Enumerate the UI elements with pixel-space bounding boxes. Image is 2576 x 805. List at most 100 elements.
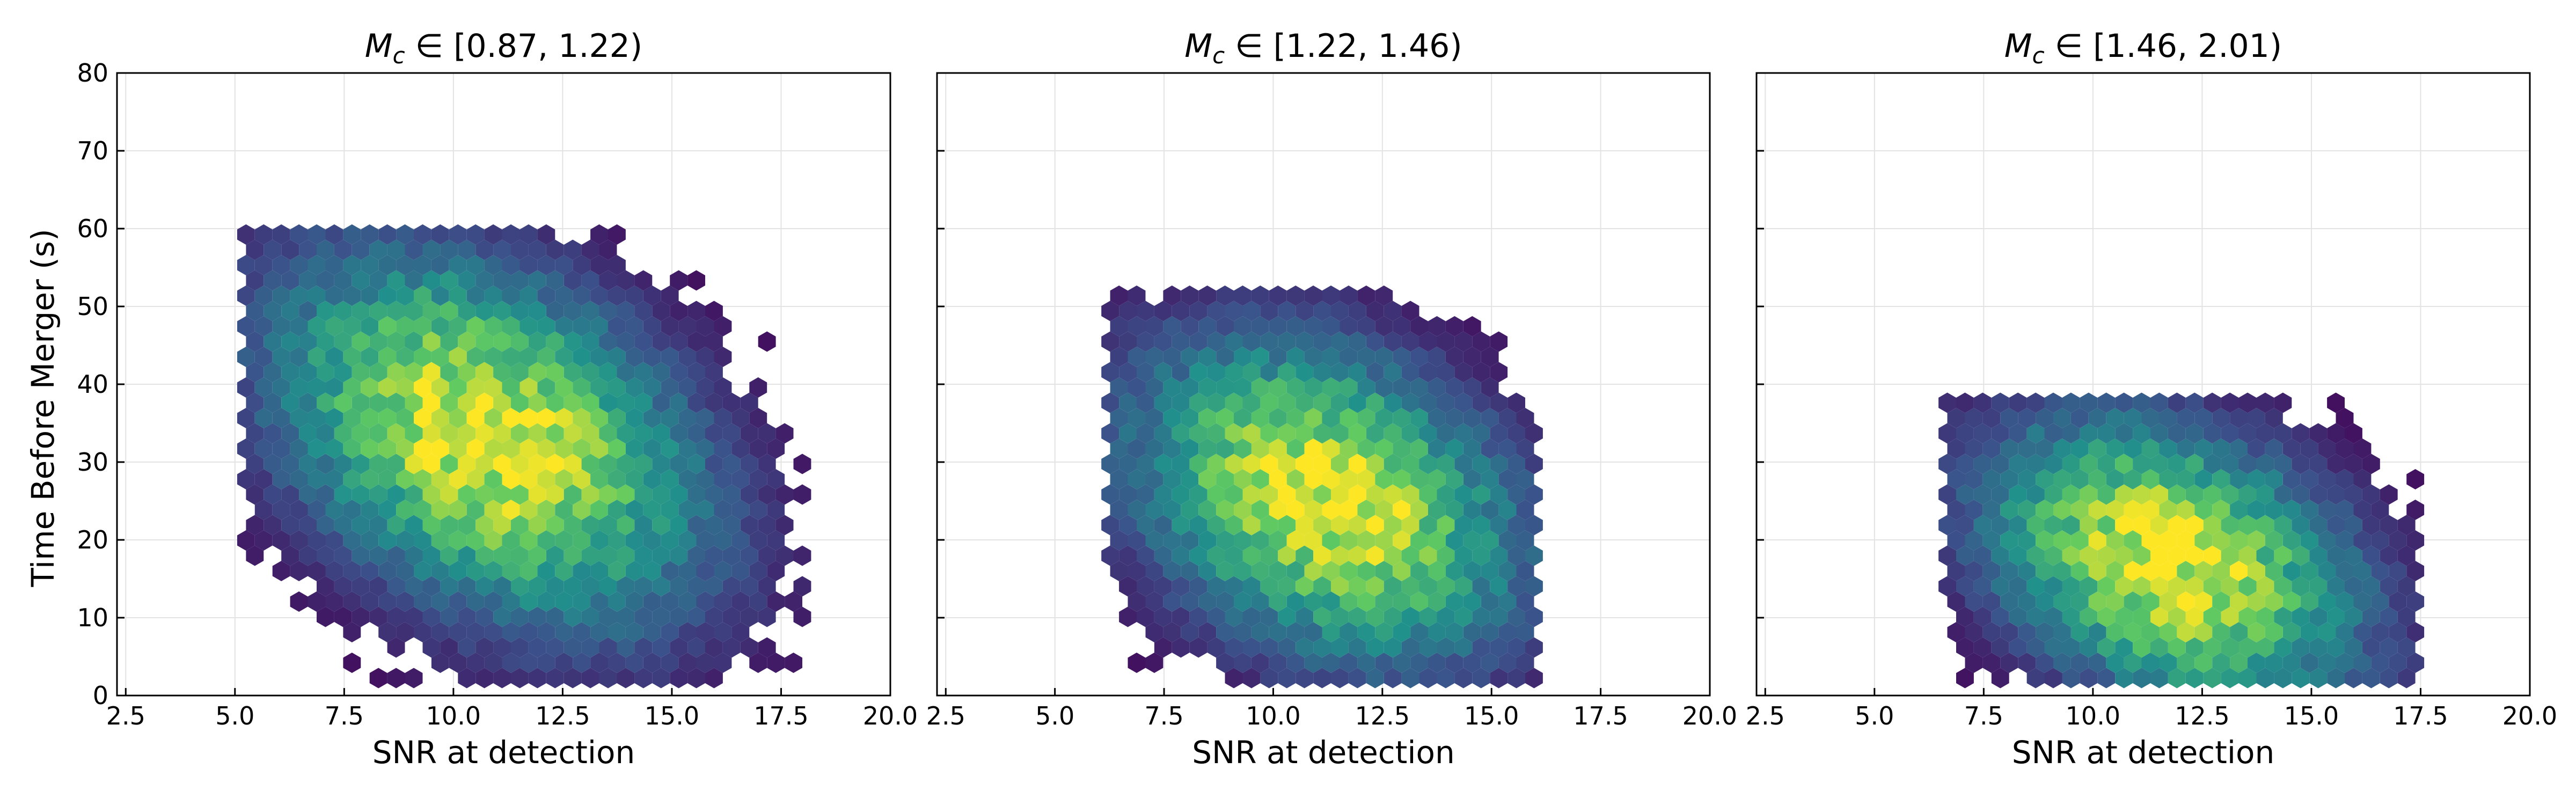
hexbin-cell bbox=[2009, 515, 2027, 536]
hexbin-cell bbox=[1419, 576, 1437, 597]
hexbin-cell bbox=[1401, 545, 1419, 566]
hexbin-cell bbox=[564, 606, 582, 627]
hexbin-cell bbox=[308, 530, 326, 551]
hexbin-cell bbox=[1965, 561, 1983, 581]
hexbin-cell bbox=[1445, 347, 1463, 367]
hexbin-cell bbox=[1145, 500, 1163, 520]
hexbin-cell bbox=[1296, 606, 1314, 627]
x-tick-label: 10.0 bbox=[426, 701, 481, 730]
hexbin-cell bbox=[1490, 545, 1508, 566]
hexbin-cell bbox=[511, 453, 529, 474]
hexbin-cell bbox=[2371, 530, 2389, 551]
hexbin-cell bbox=[1172, 637, 1190, 658]
hexbin-cell bbox=[1260, 362, 1278, 383]
hexbin-cell bbox=[1331, 423, 1349, 444]
hexbin-cell bbox=[661, 408, 679, 428]
hexbin-cell bbox=[652, 301, 670, 321]
x-tick-label: 20.0 bbox=[863, 701, 918, 730]
hexbin-cell bbox=[2053, 408, 2071, 428]
y-tick-label: 40 bbox=[77, 370, 108, 399]
hexbin-cell bbox=[281, 423, 299, 444]
y-tick-label: 60 bbox=[77, 214, 108, 243]
hexbin-cell bbox=[590, 255, 608, 275]
hexbin-cell bbox=[519, 224, 538, 245]
hexbin-cell bbox=[2168, 515, 2186, 536]
hexbin-cell bbox=[246, 484, 264, 505]
hexbin-cell bbox=[325, 224, 343, 245]
hexbin-cell bbox=[1490, 453, 1508, 474]
hexbin-cell bbox=[2194, 500, 2213, 520]
hexbin-cell bbox=[1472, 637, 1490, 658]
hexbin-cell bbox=[1956, 668, 1974, 689]
hexbin-cell bbox=[625, 286, 643, 306]
hexbin-cell bbox=[466, 255, 485, 275]
hexbin-cell bbox=[1463, 469, 1481, 489]
hexbin-cell bbox=[2274, 576, 2292, 597]
hexbin-cell bbox=[758, 331, 776, 352]
hexbin-cell bbox=[511, 484, 529, 505]
hexbin-cell bbox=[2282, 622, 2301, 642]
hexbin-cell bbox=[1101, 484, 1119, 505]
hexbin-cell bbox=[2088, 561, 2106, 581]
hexbin-cell bbox=[2265, 561, 2283, 581]
hexbin-cell bbox=[1163, 469, 1181, 489]
hexbin-cell bbox=[1145, 316, 1163, 336]
x-tick-label: 15.0 bbox=[1464, 701, 1519, 730]
hexbin-cell bbox=[573, 408, 591, 428]
hexbin-cell bbox=[1137, 484, 1154, 505]
hexbin-cell bbox=[1965, 653, 1983, 673]
hexbin-cell bbox=[440, 301, 458, 321]
hexbin-cell bbox=[1322, 500, 1340, 520]
hexbin-cell bbox=[749, 377, 767, 398]
hexbin-cell bbox=[537, 653, 555, 673]
hexbin-cell bbox=[1340, 286, 1358, 306]
hexbin-cell bbox=[2238, 423, 2257, 444]
hexbin-cell bbox=[1313, 331, 1331, 352]
hexbin-cell bbox=[2053, 438, 2071, 459]
hexbin-cell bbox=[1973, 637, 1992, 658]
hexbin-cell bbox=[2053, 622, 2071, 642]
hexbin-cell bbox=[617, 331, 635, 352]
hexbin-cell bbox=[378, 530, 397, 551]
hexbin-cell bbox=[705, 331, 723, 352]
hexbin-cell bbox=[484, 500, 502, 520]
hexbin-cell bbox=[1973, 423, 1992, 444]
hexbin-cell bbox=[2230, 530, 2248, 551]
hexbin-cell bbox=[599, 576, 617, 597]
hexbin-cell bbox=[1357, 347, 1375, 367]
hexbin-cell bbox=[246, 270, 264, 291]
hexbin-cell bbox=[564, 270, 582, 291]
hexbin-cell bbox=[1366, 545, 1384, 566]
hexbin-cell bbox=[352, 606, 370, 627]
hexbin-cell bbox=[643, 469, 661, 489]
x-axis-label: SNR at detection bbox=[1192, 734, 1455, 771]
hexbin-cell bbox=[1472, 453, 1490, 474]
hexbin-cell bbox=[387, 392, 405, 413]
hexbin-cell bbox=[1251, 469, 1269, 489]
hexbin-cell bbox=[573, 255, 591, 275]
hexbin-cell bbox=[1137, 576, 1154, 597]
hexbin-cell bbox=[2336, 591, 2354, 612]
hexbin-cell bbox=[2009, 423, 2027, 444]
hexbin-cell bbox=[2238, 606, 2257, 627]
hexbin-cell bbox=[2327, 606, 2345, 627]
hexbin-cell bbox=[414, 622, 431, 642]
hexbin-cell bbox=[661, 316, 679, 336]
hexbin-cell bbox=[369, 606, 387, 627]
hexbin-cell bbox=[1437, 606, 1455, 627]
hexbin-cell bbox=[2397, 545, 2416, 566]
hexbin-cell bbox=[2345, 484, 2362, 505]
hexbin-cell bbox=[1163, 530, 1181, 551]
hexbin-cell bbox=[1313, 668, 1331, 689]
hexbin-cell bbox=[1304, 377, 1322, 398]
hexbin-cell bbox=[2221, 392, 2239, 413]
hexbin-cell bbox=[625, 591, 643, 612]
hexbin-cell bbox=[317, 453, 334, 474]
hexbin-cell bbox=[634, 301, 653, 321]
hexbin-cell bbox=[2062, 545, 2080, 566]
hexbin-cell bbox=[2248, 591, 2265, 612]
hexbin-cell bbox=[1278, 453, 1296, 474]
hexbin-cell bbox=[396, 224, 414, 245]
hexbin-cell bbox=[2212, 469, 2230, 489]
hexbin-cell bbox=[1225, 637, 1243, 658]
